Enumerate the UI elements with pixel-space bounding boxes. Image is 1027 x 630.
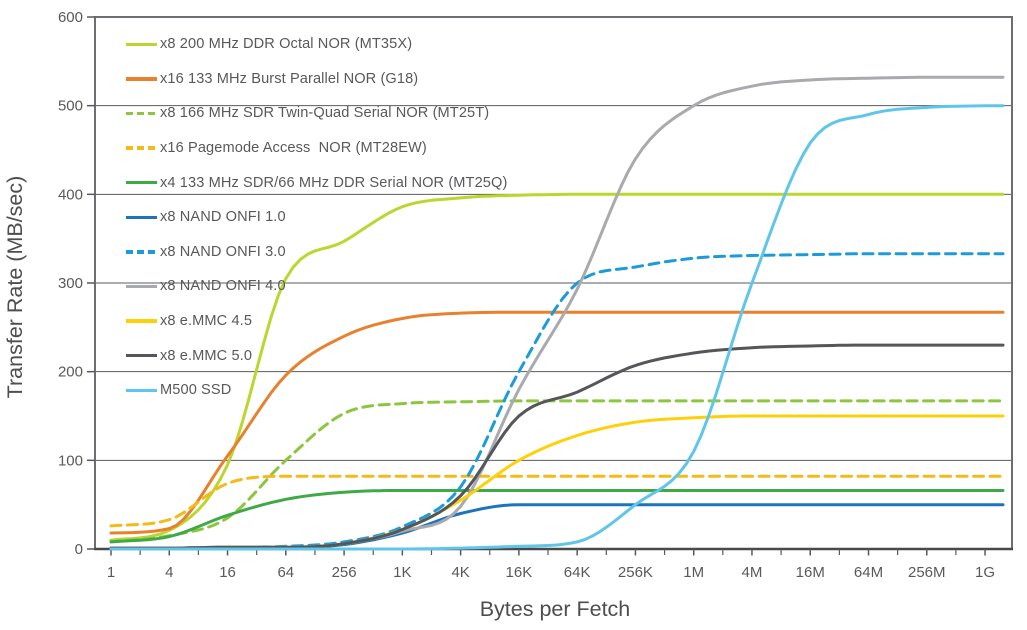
series-line-emmc50	[109, 343, 1005, 550]
y-tick-label: 400	[58, 186, 83, 203]
legend-label: x8 166 MHz SDR Twin-Quad Serial NOR (MT2…	[160, 105, 490, 122]
legend-label: x8 NAND ONFI 3.0	[160, 243, 286, 260]
legend-label: x16 133 MHz Burst Parallel NOR (G18)	[160, 70, 419, 87]
x-tick-label: 4M	[742, 564, 763, 581]
x-tick-label: 4	[165, 564, 173, 581]
x-tick-label: 1M	[683, 564, 704, 581]
x-tick-label: 256	[332, 564, 357, 581]
x-tick-label: 1	[107, 564, 115, 581]
x-tick-label: 16K	[506, 564, 533, 581]
legend-swatch-m500	[126, 388, 157, 392]
y-tick-label: 200	[58, 364, 83, 381]
legend-swatch-onfi10	[126, 215, 157, 219]
x-tick-label: 1G	[975, 564, 995, 581]
legend-swatch-mt28ew	[126, 146, 157, 150]
legend-swatch-mt25t	[126, 111, 157, 116]
legend-item: M500 SSD	[126, 373, 507, 408]
x-tick-label: 16M	[796, 564, 825, 581]
x-tick-label: 256M	[908, 564, 946, 581]
legend-swatch-onfi40	[126, 284, 157, 289]
legend-item: x8 NAND ONFI 3.0	[126, 235, 507, 270]
y-tick-label: 300	[58, 275, 83, 292]
legend-label: x8 NAND ONFI 4.0	[160, 278, 286, 295]
legend-item: x8 NAND ONFI 4.0	[126, 269, 507, 304]
legend-label: x8 e.MMC 4.5	[160, 313, 253, 330]
y-tick-label: 600	[58, 9, 83, 26]
legend-item: x8 e.MMC 5.0	[126, 338, 507, 373]
legend-item: x8 e.MMC 4.5	[126, 304, 507, 339]
x-tick-label: 64K	[564, 564, 591, 581]
legend-swatch-emmc45	[126, 319, 157, 323]
legend-item: x4 133 MHz SDR/66 MHz DDR Serial NOR (MT…	[126, 165, 507, 200]
series-line-onfi30	[109, 252, 1005, 550]
legend-swatch-mt35x	[126, 42, 157, 46]
legend: x8 200 MHz DDR Octal NOR (MT35X) x16 133 …	[126, 27, 507, 408]
series-line-mt25q	[109, 489, 1005, 544]
y-tick-label: 100	[58, 452, 83, 469]
legend-item: x16 Pagemode Access NOR (MT28EW)	[126, 131, 507, 166]
x-tick-label: 1K	[393, 564, 411, 581]
x-tick-label: 4K	[451, 564, 469, 581]
x-axis-title: Bytes per Fetch	[479, 597, 631, 621]
legend-item: x8 200 MHz DDR Octal NOR (MT35X)	[126, 27, 507, 62]
legend-label: x16 Pagemode Access NOR (MT28EW)	[160, 140, 427, 157]
series-line-mt28ew	[109, 474, 1005, 528]
x-tick-label: 16	[219, 564, 236, 581]
series-line-emmc45	[109, 414, 1005, 550]
legend-item: x8 166 MHz SDR Twin-Quad Serial NOR (MT2…	[126, 96, 507, 131]
legend-label: M500 SSD	[160, 382, 232, 399]
y-tick-label: 500	[58, 98, 83, 115]
legend-swatch-onfi30	[126, 250, 157, 254]
legend-item: x8 NAND ONFI 1.0	[126, 200, 507, 235]
legend-label: x4 133 MHz SDR/66 MHz DDR Serial NOR (MT…	[160, 174, 508, 191]
y-tick-label: 0	[75, 541, 83, 558]
series-line-mt25t	[109, 399, 1005, 544]
legend-item: x16 133 MHz Burst Parallel NOR (G18)	[126, 62, 507, 97]
y-axis-title: Transfer Rate (MB/sec)	[3, 175, 27, 399]
series-line-mt35x	[109, 192, 1005, 542]
x-tick-label: 256K	[618, 564, 653, 581]
legend-swatch-mt25q	[126, 180, 157, 185]
legend-swatch-g18	[126, 77, 157, 81]
legend-swatch-emmc50	[126, 353, 157, 358]
legend-label: x8 NAND ONFI 1.0	[160, 209, 286, 226]
x-tick-label: 64M	[854, 564, 883, 581]
series-line-m500	[109, 104, 1005, 551]
legend-label: x8 e.MMC 5.0	[160, 347, 253, 364]
x-tick-label: 64	[277, 564, 294, 581]
legend-label: x8 200 MHz DDR Octal NOR (MT35X)	[160, 36, 413, 53]
